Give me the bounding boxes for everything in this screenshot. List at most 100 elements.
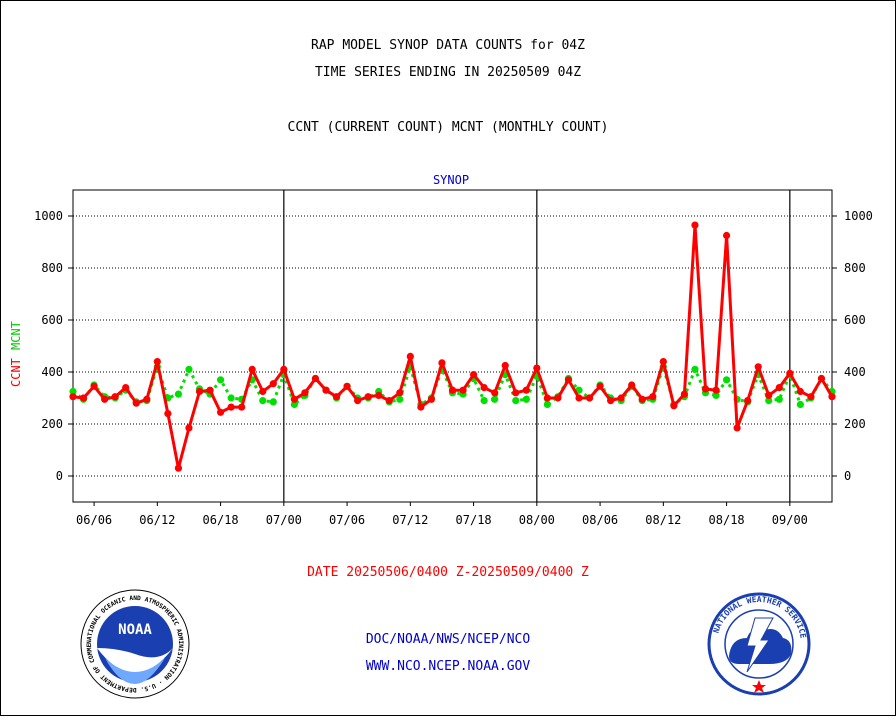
data-point-ccnt xyxy=(543,394,551,402)
data-point-ccnt xyxy=(596,382,604,390)
data-point-ccnt xyxy=(491,389,499,397)
data-point-ccnt xyxy=(259,387,267,396)
data-point-ccnt xyxy=(628,381,636,389)
y-tick-label-right: 1000 xyxy=(844,209,873,223)
x-tick-label: 08/18 xyxy=(709,513,745,527)
y-tick-label-right: 400 xyxy=(844,365,866,379)
data-point-ccnt xyxy=(448,386,457,394)
data-point-ccnt xyxy=(585,394,594,402)
y-tick-label: 800 xyxy=(41,261,63,275)
data-point-mcnt xyxy=(775,395,783,403)
data-point-ccnt xyxy=(828,393,836,401)
y-tick-label-right: 200 xyxy=(844,417,866,431)
data-point-ccnt xyxy=(79,394,88,402)
data-point-ccnt xyxy=(469,371,478,379)
data-point-mcnt xyxy=(712,391,720,399)
data-point-mcnt xyxy=(765,397,773,405)
website-link[interactable]: WWW.NCO.NCEP.NOAA.GOV xyxy=(365,659,531,674)
y-tick-label: 600 xyxy=(41,313,63,327)
x-tick-label: 07/06 xyxy=(329,513,365,527)
data-point-ccnt xyxy=(522,386,530,394)
x-tick-label: 06/12 xyxy=(139,513,175,527)
x-tick-label: 07/18 xyxy=(456,513,492,527)
data-point-ccnt xyxy=(322,386,330,394)
x-tick-label: 06/06 xyxy=(76,513,112,527)
data-point-ccnt xyxy=(238,403,246,411)
data-point-mcnt xyxy=(480,397,488,405)
data-point-ccnt xyxy=(153,358,161,366)
data-point-ccnt xyxy=(375,391,383,399)
data-point-ccnt xyxy=(744,397,752,405)
data-point-ccnt xyxy=(617,394,625,402)
data-point-ccnt xyxy=(417,403,425,411)
data-point-mcnt xyxy=(290,400,298,409)
x-tick-label: 08/00 xyxy=(519,513,555,527)
data-point-mcnt xyxy=(396,395,404,403)
data-point-ccnt xyxy=(807,393,815,401)
chart-title-line1: RAP MODEL SYNOP DATA COUNTS for 04Z xyxy=(311,38,585,53)
data-point-ccnt xyxy=(533,364,541,372)
data-point-ccnt xyxy=(786,369,794,377)
data-point-mcnt xyxy=(69,387,77,396)
data-point-ccnt xyxy=(459,386,467,394)
data-point-ccnt xyxy=(301,389,309,397)
data-point-ccnt xyxy=(385,397,393,405)
panel-title: SYNOP xyxy=(433,173,469,187)
data-point-ccnt xyxy=(765,391,773,399)
data-point-ccnt xyxy=(670,402,678,410)
data-point-mcnt xyxy=(491,395,499,403)
data-point-ccnt xyxy=(775,384,783,392)
data-point-ccnt xyxy=(501,361,509,370)
data-point-mcnt xyxy=(269,398,277,406)
agency-text: DOC/NOAA/NWS/NCEP/NCO xyxy=(365,632,531,647)
y-tick-label-right: 800 xyxy=(844,261,866,275)
nws-logo: NATIONAL WEATHER SERVICE xyxy=(707,592,811,696)
data-point-ccnt xyxy=(332,393,341,401)
chart-title-line2: TIME SERIES ENDING IN 20250509 04Z xyxy=(314,65,582,80)
data-point-ccnt xyxy=(280,365,288,373)
plot-border xyxy=(72,189,833,503)
data-point-ccnt xyxy=(206,386,214,394)
data-point-ccnt xyxy=(227,403,235,411)
data-point-mcnt xyxy=(259,397,267,405)
data-point-ccnt xyxy=(796,387,804,396)
data-point-ccnt xyxy=(575,394,583,402)
data-point-ccnt xyxy=(111,393,119,401)
data-point-mcnt xyxy=(512,397,520,405)
data-point-ccnt xyxy=(649,393,657,401)
chart-subtitle: CCNT (CURRENT COUNT) MCNT (MONTHLY COUNT… xyxy=(287,120,609,135)
data-point-ccnt xyxy=(132,399,140,407)
data-point-mcnt xyxy=(796,400,804,409)
y-tick-label-right: 0 xyxy=(844,469,851,483)
x-tick-label: 08/06 xyxy=(582,513,618,527)
plot-area: 0 0 200 200 400 400 600 600 800 800 1000 1000 06/06 0… xyxy=(34,189,873,527)
data-point-ccnt xyxy=(195,387,204,396)
noaa-logo-text: NOAA xyxy=(118,622,152,638)
data-point-mcnt xyxy=(522,395,530,403)
data-point-ccnt xyxy=(164,410,172,418)
data-point-ccnt xyxy=(512,389,520,397)
data-point-mcnt xyxy=(185,365,193,373)
date-range: DATE 20250506/0400 Z-20250509/0400 Z xyxy=(307,565,589,580)
y-tick-label: 200 xyxy=(41,417,63,431)
x-tick-label: 09/00 xyxy=(772,513,808,527)
data-point-mcnt xyxy=(722,376,731,384)
chart-svg: SYNOP CCNT MCNT 0 0 200 200 400 400 600 600 800 8… xyxy=(9,173,873,527)
x-tick-label: 07/12 xyxy=(392,513,428,527)
data-point-ccnt xyxy=(290,395,298,403)
data-point-ccnt xyxy=(269,380,277,388)
data-point-ccnt xyxy=(354,397,362,405)
data-point-ccnt xyxy=(143,395,151,403)
data-point-mcnt xyxy=(691,365,699,373)
data-point-ccnt xyxy=(248,365,256,373)
data-point-ccnt xyxy=(174,464,183,472)
x-tick-label: 07/00 xyxy=(266,513,302,527)
x-tick-label: 08/12 xyxy=(645,513,681,527)
data-point-ccnt xyxy=(216,408,225,416)
data-point-ccnt xyxy=(722,231,731,240)
data-point-ccnt xyxy=(406,352,414,360)
y-tick-label: 1000 xyxy=(34,209,63,223)
series-line-ccnt xyxy=(72,223,834,470)
data-point-ccnt xyxy=(122,384,130,392)
y-tick-label: 0 xyxy=(56,469,63,483)
